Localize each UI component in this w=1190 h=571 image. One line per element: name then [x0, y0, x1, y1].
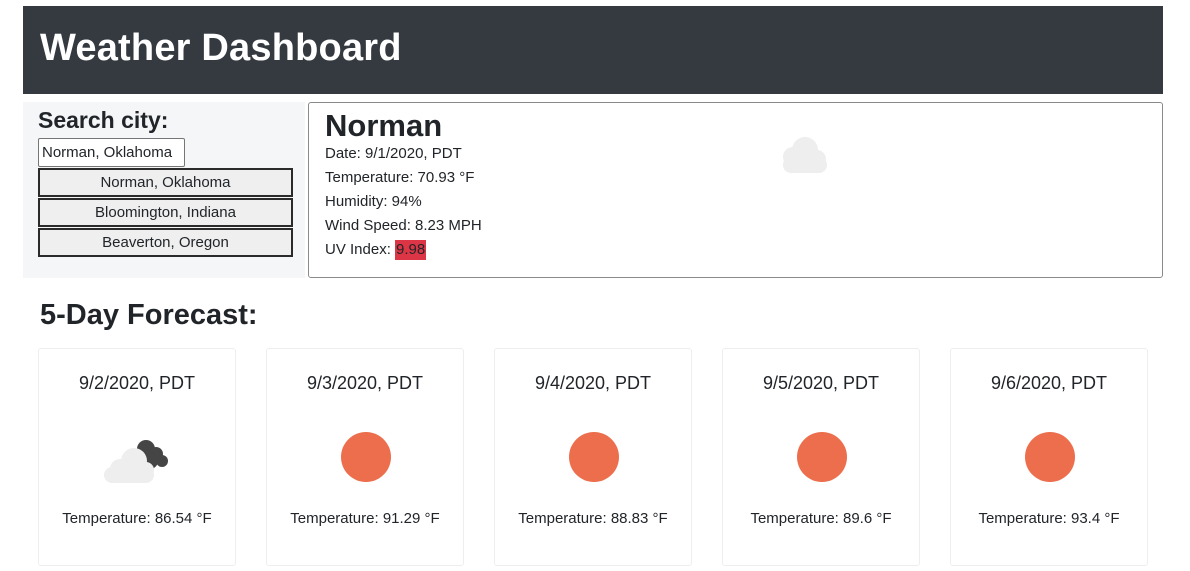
forecast-temperature: Temperature: 93.4 °F	[978, 510, 1120, 527]
forecast-card-day-2: 9/3/2020, PDT Temperature: 91.29 °F	[266, 348, 464, 566]
forecast-title: 5-Day Forecast:	[40, 299, 258, 331]
current-wind-speed: Wind Speed: 8.23 MPH	[325, 217, 482, 234]
sun-icon	[1025, 432, 1075, 482]
forecast-date: 9/2/2020, PDT	[78, 373, 196, 393]
forecast-date: 9/4/2020, PDT	[534, 373, 652, 393]
uv-label: UV Index:	[325, 241, 396, 258]
cloud-sun-dark-clouds-icon	[104, 440, 168, 483]
forecast-card-day-1: 9/2/2020, PDT Temperature: 86.54 °F	[38, 348, 236, 566]
forecast-temperature: Temperature: 91.29 °F	[290, 510, 440, 527]
current-uv-row: UV Index: 9.98	[325, 240, 427, 260]
sun-icon	[569, 432, 619, 482]
current-weather-card: Norman Date: 9/1/2020, PDT Temperature: …	[308, 102, 1163, 278]
sun-icon	[797, 432, 847, 482]
search-panel: Search city: Norman, Oklahoma Bloomingto…	[23, 102, 305, 278]
current-temperature: Temperature: 70.93 °F	[325, 169, 475, 186]
cloud-icon	[783, 137, 827, 173]
forecast-date: 9/5/2020, PDT	[762, 373, 880, 393]
page-title: Weather Dashboard	[40, 27, 402, 69]
forecast-temperature: Temperature: 89.6 °F	[750, 510, 892, 527]
history-button-beaverton[interactable]: Beaverton, Oregon	[38, 228, 293, 257]
forecast-card-day-3: 9/4/2020, PDT Temperature: 88.83 °F	[494, 348, 692, 566]
history-button-norman[interactable]: Norman, Oklahoma	[38, 168, 293, 197]
forecast-card-day-5: 9/6/2020, PDT Temperature: 93.4 °F	[950, 348, 1148, 566]
search-input[interactable]	[38, 138, 185, 167]
forecast-temperature: Temperature: 86.54 °F	[62, 510, 212, 527]
search-title: Search city:	[38, 107, 169, 133]
page-header: Weather Dashboard	[23, 6, 1163, 94]
sun-icon	[341, 432, 391, 482]
current-city-name: Norman	[325, 108, 443, 143]
current-date: Date: 9/1/2020, PDT	[325, 145, 462, 162]
forecast-date: 9/6/2020, PDT	[990, 373, 1108, 393]
history-button-bloomington[interactable]: Bloomington, Indiana	[38, 198, 293, 227]
forecast-temperature: Temperature: 88.83 °F	[518, 510, 668, 527]
forecast-date: 9/3/2020, PDT	[306, 373, 424, 393]
uv-index-badge: 9.98	[395, 240, 427, 260]
forecast-card-day-4: 9/5/2020, PDT Temperature: 89.6 °F	[722, 348, 920, 566]
current-humidity: Humidity: 94%	[325, 193, 422, 210]
